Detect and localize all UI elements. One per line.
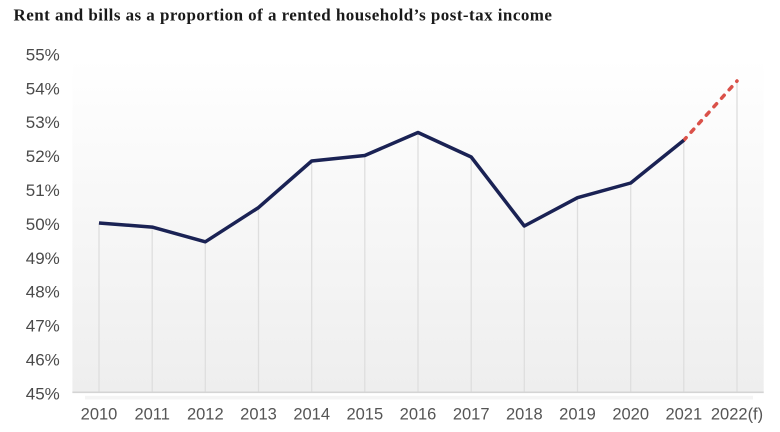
svg-text:48%: 48% [26,283,60,302]
svg-text:2015: 2015 [346,406,383,424]
svg-text:2021: 2021 [665,406,702,424]
svg-text:45%: 45% [26,384,60,403]
svg-text:2010: 2010 [81,406,118,424]
svg-text:50%: 50% [26,215,60,234]
svg-text:2014: 2014 [293,406,330,424]
svg-text:2012: 2012 [187,406,224,424]
svg-text:2022(f): 2022(f) [711,406,763,424]
svg-text:52%: 52% [26,147,60,166]
svg-text:2019: 2019 [559,406,596,424]
svg-text:2016: 2016 [400,406,437,424]
svg-text:2018: 2018 [506,406,543,424]
svg-text:2020: 2020 [612,406,649,424]
svg-text:47%: 47% [26,317,60,336]
svg-text:55%: 55% [26,45,60,64]
svg-text:2013: 2013 [240,406,277,424]
svg-text:2017: 2017 [453,406,490,424]
svg-text:54%: 54% [26,79,60,98]
svg-text:2011: 2011 [134,406,169,424]
svg-text:49%: 49% [26,249,60,268]
svg-text:51%: 51% [26,181,60,200]
svg-text:53%: 53% [26,113,60,132]
svg-text:Rent and bills as a proportion: Rent and bills as a proportion of a rent… [14,6,553,25]
svg-text:46%: 46% [26,351,60,370]
